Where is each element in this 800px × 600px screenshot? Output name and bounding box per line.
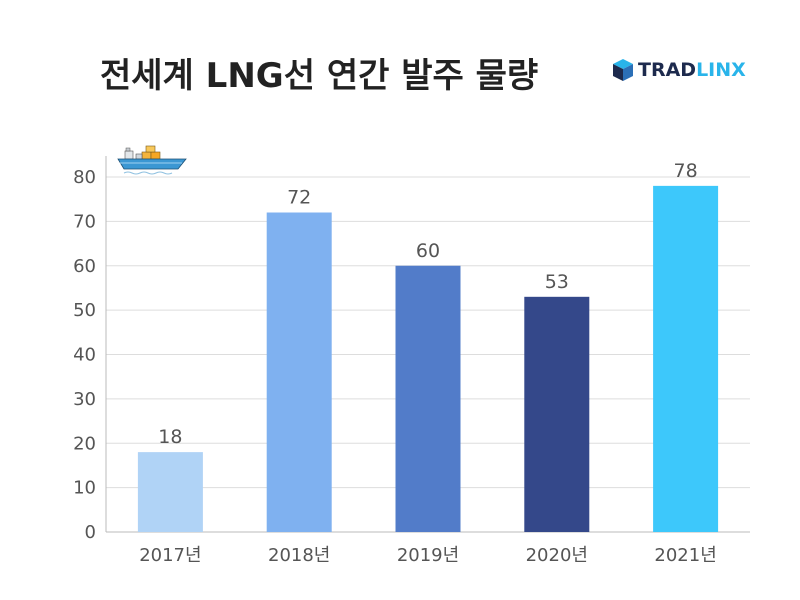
y-tick-label: 0	[85, 522, 96, 543]
x-tick-label: 2021년	[654, 545, 716, 566]
cargo-ship-icon	[117, 145, 187, 175]
x-tick-label: 2020년	[526, 545, 588, 566]
y-tick-label: 20	[73, 433, 96, 454]
data-label: 18	[158, 426, 182, 448]
bar-2018년	[266, 212, 332, 532]
logo-text-part2: LINX	[696, 59, 746, 81]
logo-text-part1: TRAD	[638, 59, 697, 81]
data-label: 53	[545, 271, 569, 293]
y-axis-ticks: 0 10 20 30 40 50 60 70 80	[73, 167, 96, 543]
data-label: 72	[287, 187, 311, 209]
data-label: 60	[416, 240, 440, 262]
cube-logo-icon	[613, 59, 633, 81]
bar-2021년	[653, 185, 719, 532]
y-tick-label: 40	[73, 345, 96, 366]
y-tick-label: 70	[73, 211, 96, 232]
data-labels: 18 72 60 53 78	[158, 160, 697, 448]
x-tick-label: 2018년	[268, 545, 330, 566]
bar-2020년	[524, 296, 590, 532]
tradlinx-logo: TRADLINX	[612, 58, 746, 82]
bar-2017년	[137, 452, 203, 532]
y-tick-label: 80	[73, 167, 96, 188]
y-tick-label: 60	[73, 256, 96, 277]
x-tick-label: 2019년	[397, 545, 459, 566]
x-tick-label: 2017년	[139, 545, 201, 566]
y-tick-label: 10	[73, 478, 96, 499]
y-tick-label: 30	[73, 389, 96, 410]
x-axis-ticks: 2017년 2018년 2019년 2020년 2021년	[139, 545, 717, 566]
chart-title: 전세계 LNG선 연간 발주 물량	[100, 56, 539, 96]
data-label: 78	[674, 160, 698, 182]
bar-2019년	[395, 265, 461, 532]
y-tick-label: 50	[73, 300, 96, 321]
bars	[137, 185, 719, 532]
